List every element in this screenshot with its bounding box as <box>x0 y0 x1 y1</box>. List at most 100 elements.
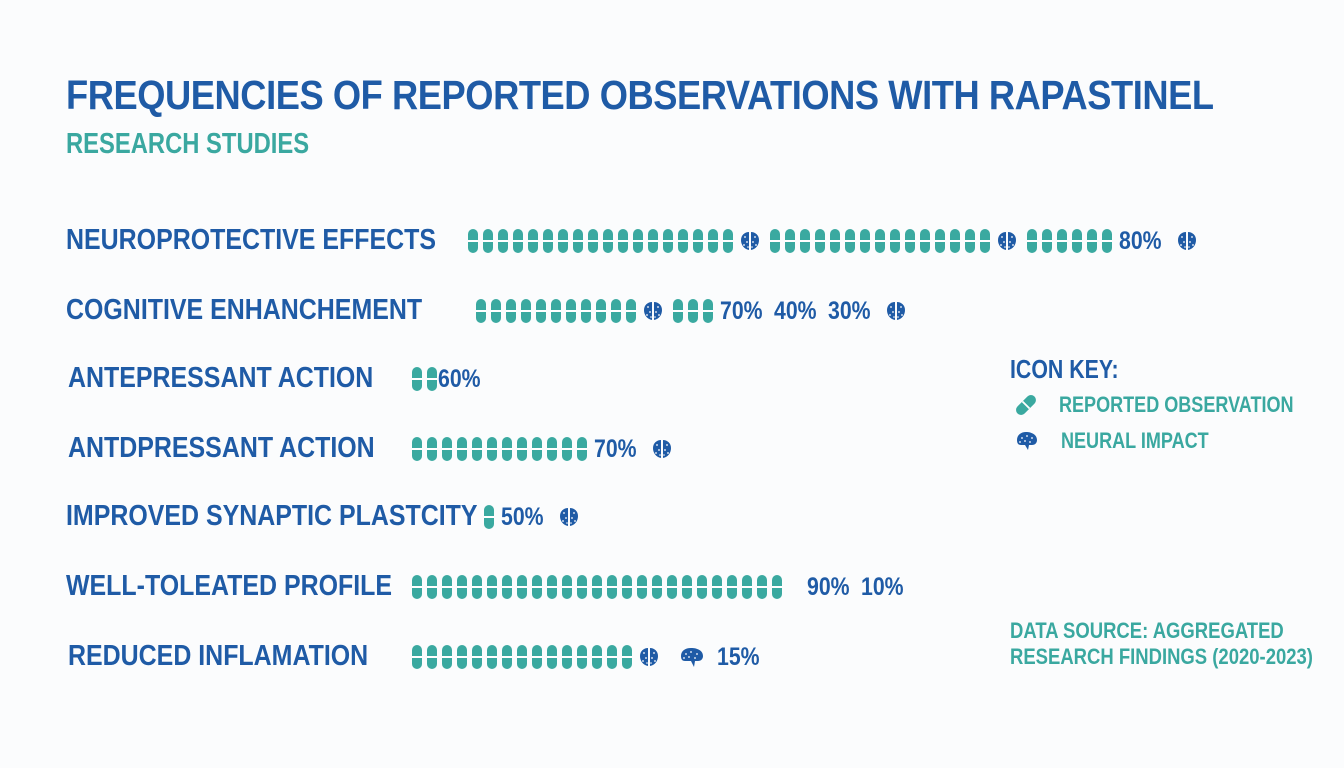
row-label: ANTDPRESSANT ACTION <box>68 432 375 464</box>
capsule-icon <box>532 437 542 461</box>
capsule-icon <box>596 299 606 323</box>
row-marks: 70% 40% 30% <box>476 294 916 328</box>
percent-label: 15% <box>717 642 760 671</box>
capsule-icon <box>1072 229 1082 253</box>
capsule-icon <box>517 437 527 461</box>
capsule-icon <box>688 299 698 323</box>
capsule-icon <box>517 645 527 669</box>
capsule-icon <box>412 575 422 599</box>
capsule-icon <box>543 229 553 253</box>
capsule-icon <box>502 437 512 461</box>
brain-icon <box>1178 232 1197 250</box>
row-marks: 70% <box>412 432 682 466</box>
row-marks: 15% <box>412 640 765 674</box>
percent-label: 60% <box>438 364 481 393</box>
capsule-icon <box>607 575 617 599</box>
capsule-icon <box>472 575 482 599</box>
capsule-icon <box>663 229 673 253</box>
capsule-icon <box>592 645 602 669</box>
capsule-icon <box>562 437 572 461</box>
capsule-icon <box>785 229 795 253</box>
row-label: WELL-TOLEATED PROFILE <box>66 570 393 602</box>
capsule-icon <box>562 645 572 669</box>
row-label: IMPROVED SYNAPTIC PLASTCITY <box>66 500 478 532</box>
brain-side-icon <box>681 648 703 667</box>
capsule-icon <box>920 229 930 253</box>
percent-label: 90% <box>807 572 850 601</box>
capsule-icon <box>536 299 546 323</box>
percent-label: 80% <box>1119 226 1162 255</box>
capsule-icon <box>673 299 683 323</box>
row-label: COGNITIVE ENHANCHEMENT <box>66 294 423 326</box>
capsule-icon <box>457 645 467 669</box>
capsule-icon <box>588 229 598 253</box>
legend-item-neural: NEURAL IMPACT <box>1013 428 1241 454</box>
capsule-icon <box>532 645 542 669</box>
capsule-icon <box>442 437 452 461</box>
brain-icon <box>644 302 662 320</box>
capsule-icon <box>770 229 780 253</box>
capsule-icon <box>484 505 494 529</box>
capsule-icon <box>1027 229 1037 253</box>
capsule-icon <box>703 299 713 323</box>
capsule-icon <box>1042 229 1052 253</box>
capsule-icon <box>1057 229 1067 253</box>
capsule-icon <box>577 575 587 599</box>
capsule-icon <box>667 575 677 599</box>
capsule-icon <box>815 229 825 253</box>
capsule-icon <box>502 575 512 599</box>
capsule-icon <box>935 229 945 253</box>
capsule-icon <box>581 299 591 323</box>
capsule-icon <box>678 229 688 253</box>
capsule-icon <box>652 575 662 599</box>
brain-icon <box>998 232 1016 250</box>
capsule-icon <box>622 645 632 669</box>
capsule-icon <box>502 645 512 669</box>
capsule-icon <box>442 575 452 599</box>
capsule-icon <box>573 229 583 253</box>
percent-label: 30% <box>828 296 871 325</box>
capsule-icon <box>757 575 767 599</box>
capsule-icon <box>532 575 542 599</box>
capsule-icon <box>491 299 501 323</box>
capsule-icon <box>547 645 557 669</box>
capsule-icon <box>980 229 990 253</box>
capsule-icon <box>457 437 467 461</box>
row-marks: 80% <box>468 224 1207 258</box>
capsule-icon <box>427 575 437 599</box>
capsule-icon <box>618 229 628 253</box>
capsule-icon <box>742 575 752 599</box>
capsule-icon <box>860 229 870 253</box>
capsule-icon <box>772 575 782 599</box>
capsule-icon <box>562 575 572 599</box>
capsule-icon <box>611 299 621 323</box>
legend-label: REPORTED OBSERVATION <box>1059 392 1294 417</box>
capsule-icon <box>566 299 576 323</box>
capsule-icon <box>800 229 810 253</box>
capsule-icon <box>412 645 422 669</box>
capsule-icon <box>517 575 527 599</box>
capsule-icon <box>551 299 561 323</box>
capsule-icon <box>487 575 497 599</box>
brain-icon <box>653 440 672 458</box>
capsule-icon <box>845 229 855 253</box>
capsule-icon <box>487 645 497 669</box>
capsule-icon <box>607 645 617 669</box>
capsule-icon <box>468 229 478 253</box>
capsule-icon <box>412 367 422 391</box>
capsule-icon <box>472 437 482 461</box>
capsule-icon <box>513 229 523 253</box>
capsule-icon <box>592 575 602 599</box>
capsule-icon <box>476 299 486 323</box>
capsule-icon <box>875 229 885 253</box>
percent-label: 50% <box>501 502 544 531</box>
capsule-icon <box>457 575 467 599</box>
capsule-icon <box>547 575 557 599</box>
source-line-1: DATA SOURCE: AGGREGATED <box>1010 618 1284 643</box>
brain-icon <box>1017 432 1037 450</box>
capsule-icon <box>633 229 643 253</box>
capsule-icon <box>648 229 658 253</box>
capsule-icon <box>412 437 422 461</box>
capsule-icon <box>697 575 707 599</box>
chart-title: FREQUENCIES OF REPORTED OBSERVATIONS WIT… <box>66 72 1214 118</box>
